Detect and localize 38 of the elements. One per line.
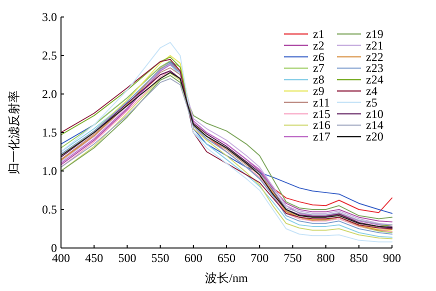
x-tick-label: 500: [118, 251, 136, 265]
y-tick-label: 3.0: [42, 10, 57, 24]
legend-label: z15: [313, 106, 330, 121]
y-axis-title: 归一化滤反射率: [7, 90, 21, 174]
y-tick-label: 2.0: [42, 87, 57, 101]
legend-label: z7: [313, 61, 324, 76]
x-tick-label: 750: [284, 251, 302, 265]
legend-label: z9: [313, 84, 324, 98]
legend-label: z19: [366, 27, 384, 41]
legend-label: z22: [366, 50, 384, 64]
y-tick-label: 1.5: [42, 126, 57, 140]
y-tick-label: 1.0: [42, 164, 57, 178]
x-tick-label: 800: [316, 251, 335, 265]
y-tick-label: 2.5: [42, 48, 57, 62]
legend-label: z10: [366, 106, 384, 121]
x-tick-label: 600: [184, 251, 202, 265]
legend-label: z20: [366, 130, 384, 144]
legend-label: z1: [313, 27, 324, 41]
legend-label: z11: [313, 95, 330, 110]
legend-label: z2: [313, 38, 324, 52]
legend-label: z4: [366, 84, 378, 98]
x-tick-label: 650: [218, 251, 236, 265]
legend-label: z17: [313, 130, 330, 144]
x-tick-label: 550: [151, 251, 170, 265]
legend-label: z5: [366, 95, 378, 110]
legend-label: z6: [313, 50, 324, 64]
x-tick-label: 450: [85, 251, 104, 265]
y-tick-label: 0.5: [42, 202, 57, 216]
legend-label: z8: [313, 72, 324, 87]
x-axis-title: 波长/nm: [205, 271, 248, 285]
x-tick-label: 900: [383, 251, 401, 265]
legend-label: z16: [313, 118, 330, 132]
x-tick-label: 700: [250, 251, 269, 265]
legend-label: z21: [366, 38, 384, 52]
x-tick-label: 850: [350, 251, 368, 265]
legend-label: z24: [366, 72, 384, 87]
legend-label: z23: [366, 61, 384, 76]
legend-label: z14: [366, 118, 384, 132]
